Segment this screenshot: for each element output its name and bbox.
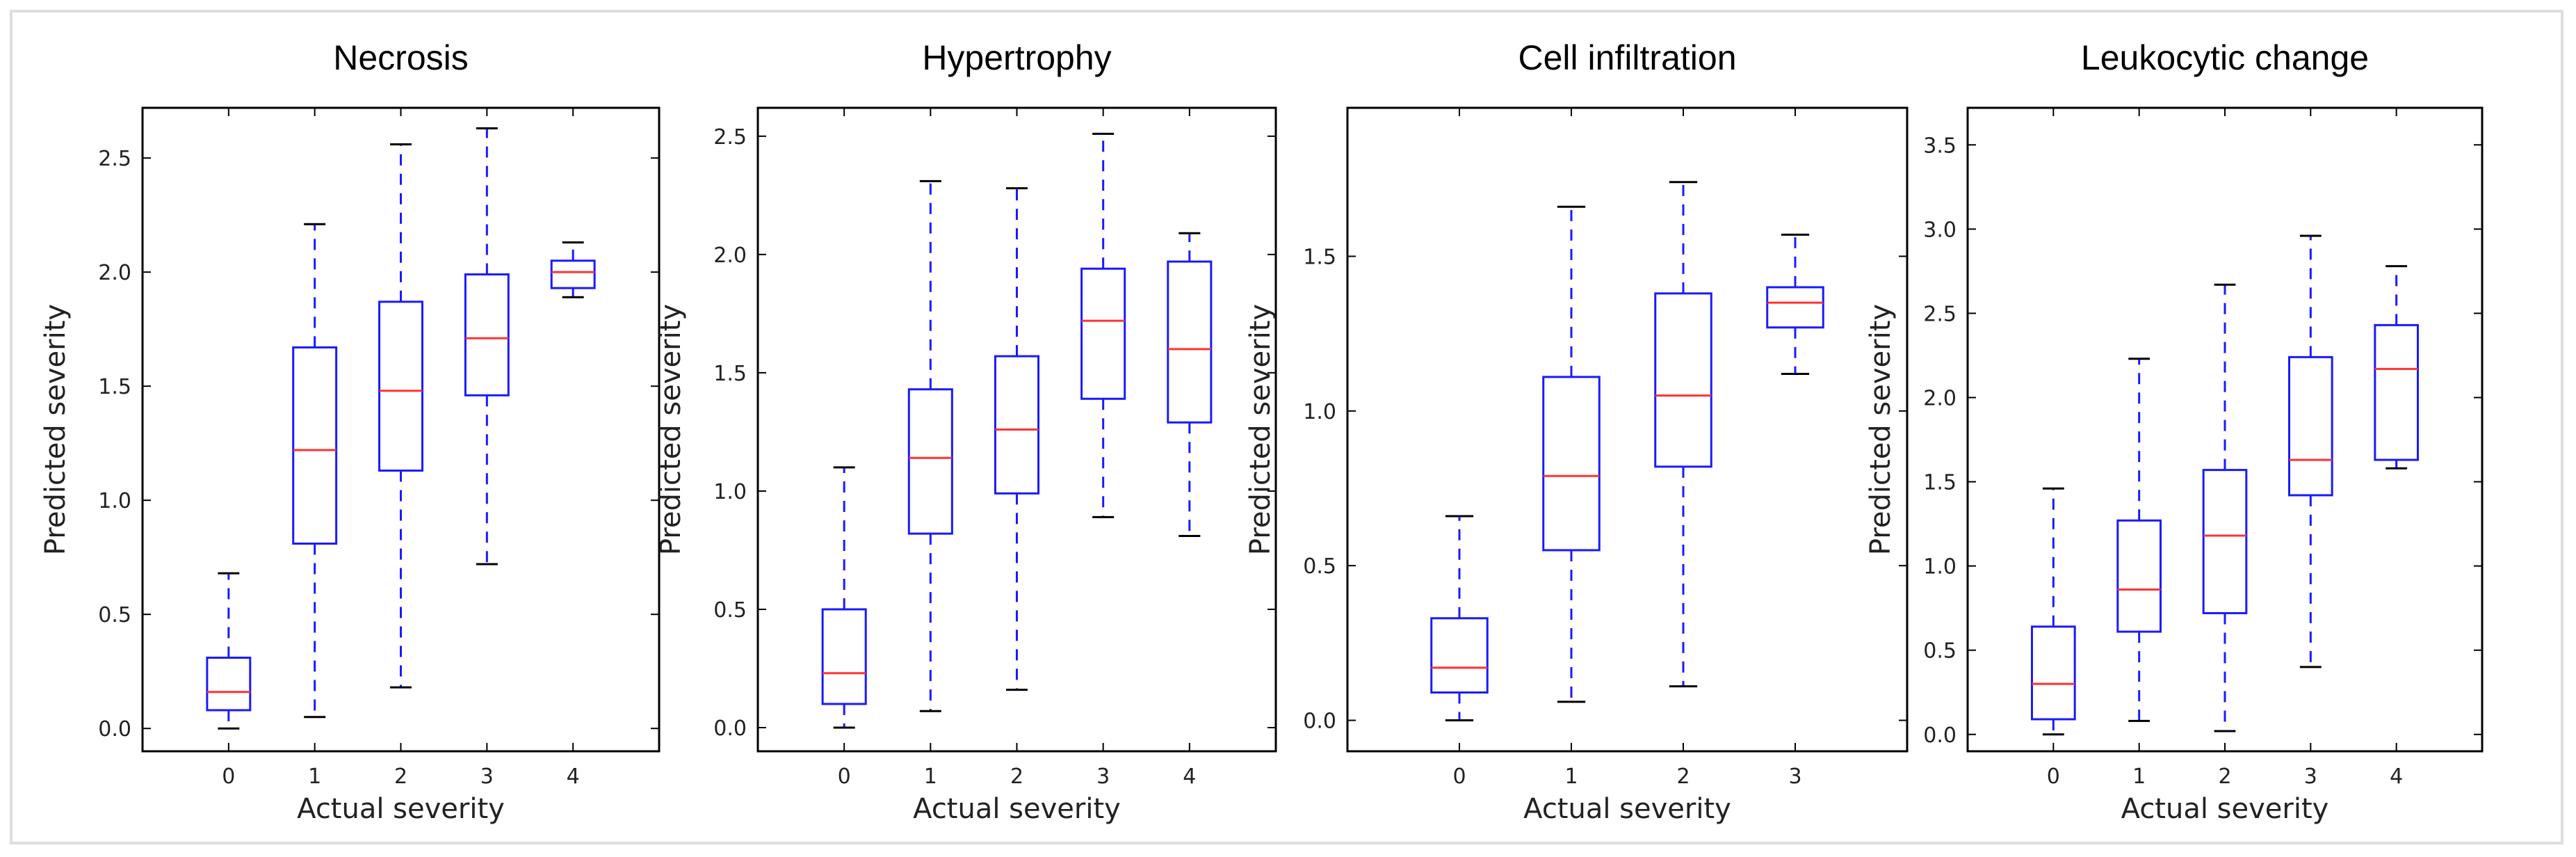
x-tick-label: 4 xyxy=(2390,764,2403,789)
box-iqr xyxy=(1766,286,1824,329)
y-tick-label: 1.5 xyxy=(98,375,131,399)
x-tick-label: 2 xyxy=(1010,764,1023,789)
box-iqr xyxy=(464,273,510,397)
x-tick-label: 4 xyxy=(1183,764,1196,789)
y-tick-label: 1.0 xyxy=(1303,400,1336,424)
x-tick-label: 4 xyxy=(567,764,580,789)
box-iqr xyxy=(1080,267,1126,400)
y-tick-label: 3.5 xyxy=(1923,134,1957,158)
y-tick-label: 1.0 xyxy=(713,480,747,504)
box-iqr xyxy=(1654,292,1712,468)
y-axis-label: Predicted severity xyxy=(1245,304,1277,555)
box-iqr xyxy=(1542,376,1601,552)
box-iqr xyxy=(2202,469,2248,614)
x-tick-label: 2 xyxy=(1676,764,1690,789)
y-tick-label: 2.5 xyxy=(1923,302,1957,326)
box-iqr xyxy=(2374,323,2419,461)
y-tick-label: 2.0 xyxy=(713,243,747,268)
x-tick-label: 1 xyxy=(924,764,937,789)
y-tick-label: 1.5 xyxy=(1923,471,1957,495)
y-tick-label: 1.0 xyxy=(1923,555,1957,579)
box-iqr xyxy=(292,346,338,545)
x-tick-label: 3 xyxy=(1788,764,1801,789)
x-tick-label: 0 xyxy=(1452,764,1466,789)
y-tick-label: 2.0 xyxy=(1923,386,1957,410)
y-tick-label: 0.5 xyxy=(713,598,747,623)
y-tick-label: 1.5 xyxy=(713,362,747,386)
x-tick-label: 0 xyxy=(2047,764,2060,789)
box-iqr xyxy=(206,657,252,712)
panel-title: Hypertrophy xyxy=(922,38,1111,77)
box-iqr xyxy=(378,301,423,472)
plot-area-frame xyxy=(1346,106,1909,753)
y-tick-label: 2.5 xyxy=(98,147,131,171)
y-tick-label: 0.0 xyxy=(98,717,131,742)
x-tick-label: 3 xyxy=(1096,764,1110,789)
box-iqr xyxy=(2031,625,2076,721)
x-tick-label: 0 xyxy=(222,764,235,789)
x-axis-label: Actual severity xyxy=(913,793,1121,825)
y-tick-label: 2.0 xyxy=(98,261,131,285)
box-iqr xyxy=(1167,260,1213,424)
panel-title: Leukocytic change xyxy=(2081,38,2369,77)
x-tick-label: 2 xyxy=(2218,764,2231,789)
x-tick-label: 1 xyxy=(1564,764,1578,789)
box-iqr xyxy=(907,388,953,535)
x-tick-label: 3 xyxy=(480,764,494,789)
y-axis-label: Predicted severity xyxy=(1865,304,1897,555)
y-tick-label: 0.5 xyxy=(1923,639,1957,664)
x-tick-label: 0 xyxy=(838,764,851,789)
x-axis-label: Actual severity xyxy=(2121,793,2329,825)
figure-frame xyxy=(10,10,2563,844)
y-tick-label: 1.5 xyxy=(1303,245,1336,269)
x-axis-label: Actual severity xyxy=(297,793,505,825)
y-tick-label: 0.5 xyxy=(98,603,131,627)
box-iqr xyxy=(821,608,867,705)
x-axis-label: Actual severity xyxy=(1523,793,1731,825)
x-tick-label: 3 xyxy=(2304,764,2317,789)
box-iqr xyxy=(1430,617,1489,694)
y-axis-label: Predicted severity xyxy=(655,304,687,555)
y-tick-label: 0.0 xyxy=(1303,710,1336,734)
panel-title: Cell infiltration xyxy=(1518,38,1736,77)
y-tick-label: 0.5 xyxy=(1303,554,1336,579)
panel-title: Necrosis xyxy=(333,38,468,77)
x-tick-label: 1 xyxy=(2132,764,2146,789)
y-tick-label: 2.5 xyxy=(713,125,747,150)
y-tick-label: 0.0 xyxy=(1923,723,1957,748)
y-tick-label: 3.0 xyxy=(1923,218,1957,242)
x-tick-label: 1 xyxy=(308,764,321,789)
y-axis-label: Predicted severity xyxy=(40,304,72,555)
box-iqr xyxy=(2116,519,2162,633)
box-iqr xyxy=(2288,355,2333,497)
box-iqr xyxy=(550,259,596,289)
x-tick-label: 2 xyxy=(394,764,407,789)
y-tick-label: 0.0 xyxy=(713,716,747,741)
box-iqr xyxy=(994,355,1040,495)
y-tick-label: 1.0 xyxy=(98,489,131,513)
